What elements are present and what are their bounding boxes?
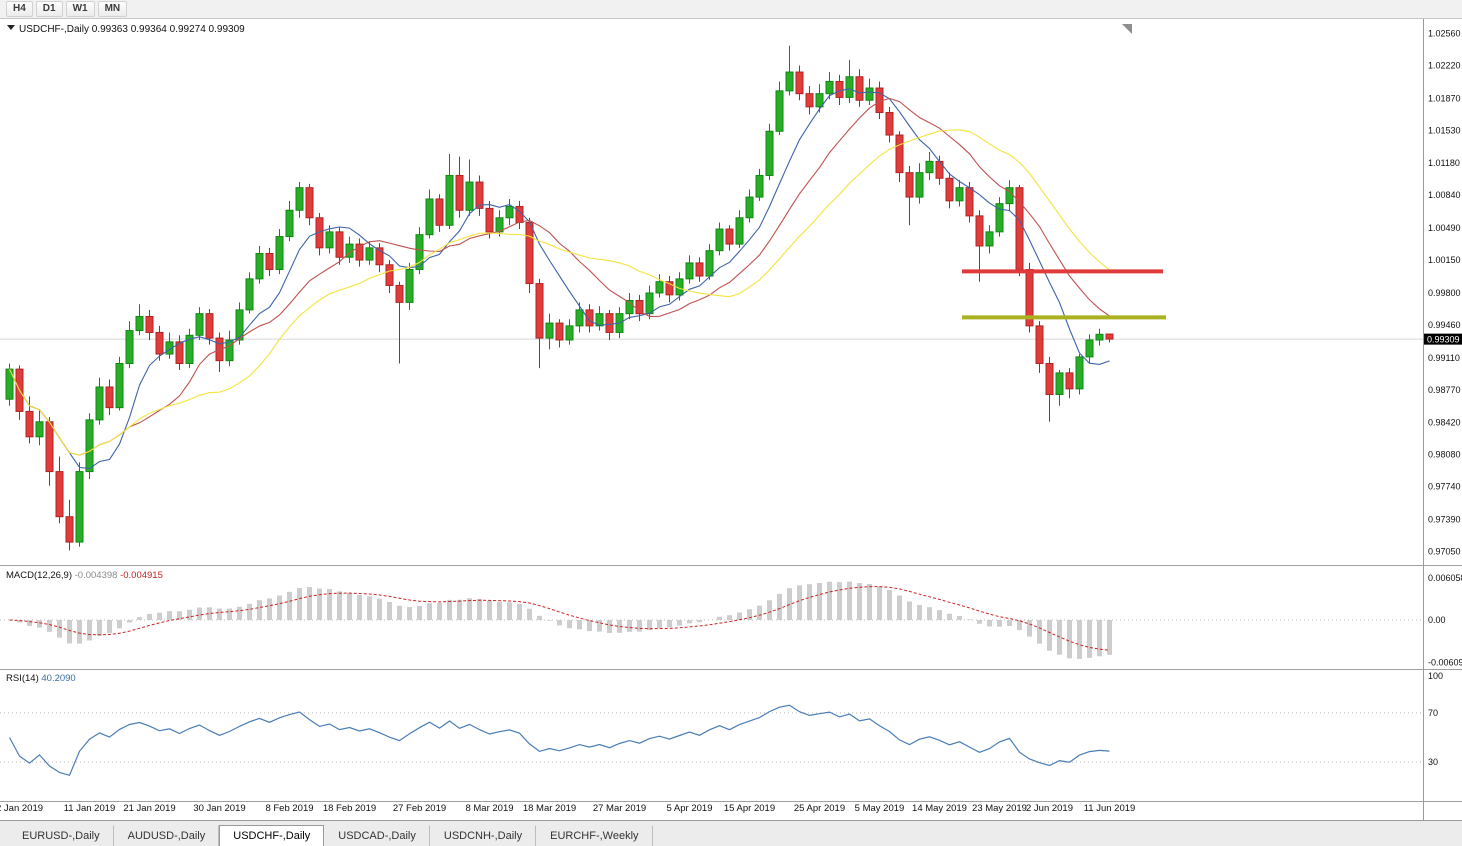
svg-text:30 Jan 2019: 30 Jan 2019 [193, 803, 245, 814]
svg-text:18 Mar 2019: 18 Mar 2019 [523, 803, 576, 814]
svg-text:1.00490: 1.00490 [1428, 223, 1461, 233]
svg-text:0.99800: 0.99800 [1428, 288, 1461, 298]
svg-text:0.97740: 0.97740 [1428, 482, 1461, 492]
svg-text:0.99460: 0.99460 [1428, 320, 1461, 330]
svg-text:0.97390: 0.97390 [1428, 515, 1461, 525]
macd-panel: MACD(12,26,9) -0.004398 -0.004915 [0, 570, 1423, 659]
macd-label: MACD(12,26,9) -0.004398 -0.004915 [6, 570, 163, 581]
rsi-panel: RSI(14) 40.2090 [0, 673, 1423, 777]
svg-text:0.98080: 0.98080 [1428, 450, 1461, 460]
tab-eurchf-weekly[interactable]: EURCHF-,Weekly [536, 825, 653, 846]
svg-text:1.01530: 1.01530 [1428, 125, 1461, 135]
timeframe-button-w1[interactable]: W1 [65, 1, 95, 17]
svg-text:11 Jan 2019: 11 Jan 2019 [64, 803, 116, 814]
svg-text:0.98420: 0.98420 [1428, 418, 1461, 428]
tab-usdchf-daily[interactable]: USDCHF-,Daily [219, 825, 325, 846]
svg-text:27 Feb 2019: 27 Feb 2019 [393, 803, 446, 814]
current-price-marker [1424, 333, 1462, 345]
timeframe-button-mn[interactable]: MN [97, 1, 128, 17]
svg-text:0.99110: 0.99110 [1428, 353, 1460, 363]
svg-text:27 Mar 2019: 27 Mar 2019 [593, 803, 646, 814]
svg-text:1.00150: 1.00150 [1428, 255, 1461, 265]
svg-text:-0.006096: -0.006096 [1428, 657, 1462, 667]
svg-text:1.00840: 1.00840 [1428, 190, 1461, 200]
svg-text:8 Feb 2019: 8 Feb 2019 [265, 803, 313, 814]
tab-usdcnh-daily[interactable]: USDCNH-,Daily [430, 825, 537, 846]
svg-text:14 May 2019: 14 May 2019 [912, 803, 967, 814]
chart-title-text: USDCHF-,Daily 0.99363 0.99364 0.99274 0.… [19, 24, 245, 35]
svg-text:2 Jan 2019: 2 Jan 2019 [0, 803, 43, 814]
svg-text:100: 100 [1428, 671, 1443, 681]
timeframe-button-h4[interactable]: H4 [6, 1, 33, 17]
tab-audusd-daily[interactable]: AUDUSD-,Daily [114, 825, 220, 846]
svg-text:23 May 2019: 23 May 2019 [972, 803, 1027, 814]
svg-text:5 May 2019: 5 May 2019 [855, 803, 905, 814]
chart-shift-icon[interactable] [1122, 24, 1132, 34]
ma-mid-line [9, 97, 1110, 456]
price-chart-canvas[interactable]: MACD(12,26,9) -0.004398 -0.004915 RSI(14)… [0, 19, 1462, 820]
svg-text:11 Jun 2019: 11 Jun 2019 [1084, 803, 1136, 814]
svg-text:30: 30 [1428, 757, 1438, 767]
svg-text:25 Apr 2019: 25 Apr 2019 [794, 803, 845, 814]
timeframe-button-d1[interactable]: D1 [35, 1, 63, 17]
svg-text:21 Jan 2019: 21 Jan 2019 [123, 803, 175, 814]
timeframe-toolbar: H4 D1 W1 MN [0, 0, 1462, 19]
ma-slow-line [9, 129, 1110, 456]
ma-fast-line [9, 88, 1110, 470]
svg-text:5 Apr 2019: 5 Apr 2019 [667, 803, 713, 814]
tab-eurusd-daily[interactable]: EURUSD-,Daily [8, 825, 114, 846]
chart-title: USDCHF-,Daily 0.99363 0.99364 0.99274 0.… [7, 24, 245, 35]
rsi-label: RSI(14) 40.2090 [6, 673, 76, 684]
chart-tab-bar: EURUSD-,Daily AUDUSD-,Daily USDCHF-,Daily U… [0, 820, 1462, 846]
svg-text:0.99309: 0.99309 [1427, 335, 1460, 345]
candlestick-layer [5, 45, 1114, 551]
svg-text:1.01870: 1.01870 [1428, 93, 1461, 103]
symbol-dropdown-icon[interactable] [7, 25, 15, 30]
macd-signal-line [9, 586, 1110, 651]
chart-area[interactable]: MACD(12,26,9) -0.004398 -0.004915 RSI(14)… [0, 19, 1462, 820]
svg-text:18 Feb 2019: 18 Feb 2019 [323, 803, 376, 814]
svg-text:0.00: 0.00 [1428, 615, 1446, 625]
rsi-line [8, 704, 1110, 777]
svg-text:2 Jun 2019: 2 Jun 2019 [1026, 803, 1073, 814]
svg-text:8 Mar 2019: 8 Mar 2019 [465, 803, 513, 814]
chart-objects[interactable] [962, 269, 1166, 320]
svg-text:0.97050: 0.97050 [1428, 547, 1461, 557]
tab-usdcad-daily[interactable]: USDCAD-,Daily [324, 825, 430, 846]
svg-text:1.01180: 1.01180 [1428, 158, 1460, 168]
svg-text:1.02220: 1.02220 [1428, 60, 1461, 70]
svg-text:0.006058: 0.006058 [1428, 573, 1462, 583]
svg-text:70: 70 [1428, 708, 1438, 718]
svg-text:0.98770: 0.98770 [1428, 385, 1461, 395]
time-axis[interactable]: 2 Jan 2019 11 Jan 2019 21 Jan 2019 30 Jan 2… [0, 803, 1135, 814]
svg-text:15 Apr 2019: 15 Apr 2019 [724, 803, 775, 814]
svg-text:1.02560: 1.02560 [1428, 29, 1461, 39]
price-axis[interactable]: 1.02560 1.02220 1.01870 1.01530 1.01180 1.008… [1423, 19, 1462, 820]
